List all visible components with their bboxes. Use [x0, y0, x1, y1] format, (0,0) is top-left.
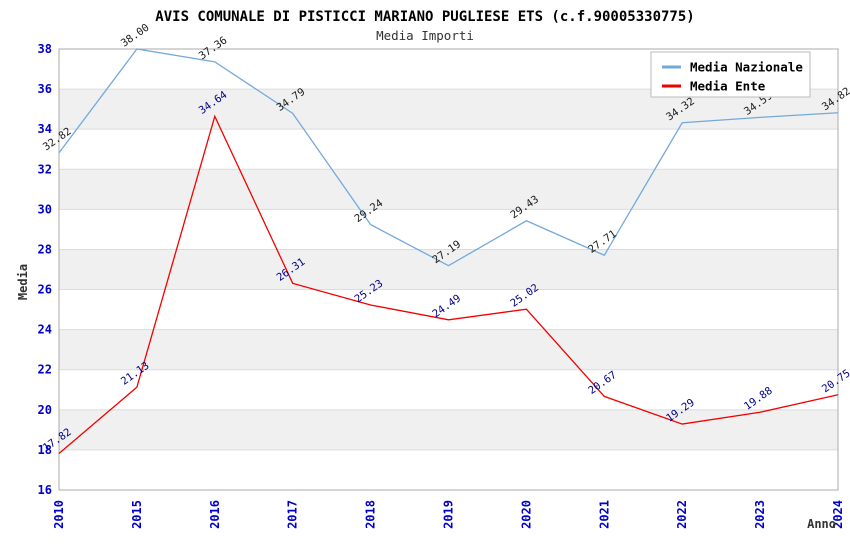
y-tick-label: 36 [38, 82, 52, 96]
x-tick-label: 2019 [442, 500, 456, 529]
y-tick-label: 32 [38, 162, 52, 176]
x-tick-label: 2015 [130, 500, 144, 529]
background-band [59, 409, 838, 450]
x-tick-label: 2023 [753, 500, 767, 529]
point-label: 37.36 [197, 34, 230, 62]
media-ente-line [58, 114, 839, 455]
y-tick-label: 30 [38, 202, 52, 216]
point-label: 20.67 [586, 369, 619, 397]
y-tick-label: 38 [38, 42, 52, 56]
y-tick-label: 28 [38, 242, 52, 256]
y-tick-label: 20 [38, 403, 52, 417]
y-tick-label: 34 [38, 122, 52, 136]
x-tick-label: 2016 [208, 500, 222, 529]
x-tick-label: 2010 [52, 500, 66, 529]
legend-box [650, 51, 811, 98]
point-label: 19.88 [742, 385, 775, 413]
y-tick-label: 16 [38, 483, 52, 497]
x-tick-label: 2021 [597, 500, 611, 529]
point-label: 38.00 [119, 22, 152, 50]
x-tick-label: 2018 [364, 500, 378, 529]
chart-subtitle: Media Importi [376, 28, 474, 43]
y-tick-label: 22 [38, 363, 52, 377]
x-axis-title: Anno [807, 517, 836, 531]
background-band [59, 169, 838, 210]
legend: Media Nazionale Media Ente [650, 51, 811, 98]
point-label: 20.75 [820, 367, 850, 395]
y-tick-label: 24 [38, 323, 52, 337]
x-tick-label: 2020 [519, 500, 533, 529]
background-band [59, 249, 838, 290]
media-nazionale-line [58, 48, 839, 267]
x-tick-label: 2024 [831, 500, 845, 529]
x-tick-label: 2022 [675, 500, 689, 529]
chart-title: AVIS COMUNALE DI PISTICCI MARIANO PUGLIE… [155, 9, 694, 25]
y-tick-label: 26 [38, 283, 52, 297]
background-band [59, 329, 838, 370]
x-tick-label: 2017 [286, 500, 300, 529]
y-axis-title: Media [16, 264, 30, 300]
legend-label-media-nazionale: Media Nazionale [690, 60, 803, 75]
y-tick-label: 18 [38, 443, 52, 457]
legend-label-media-ente: Media Ente [690, 79, 766, 94]
point-label: 24.49 [430, 292, 463, 320]
plot-border [58, 48, 839, 491]
